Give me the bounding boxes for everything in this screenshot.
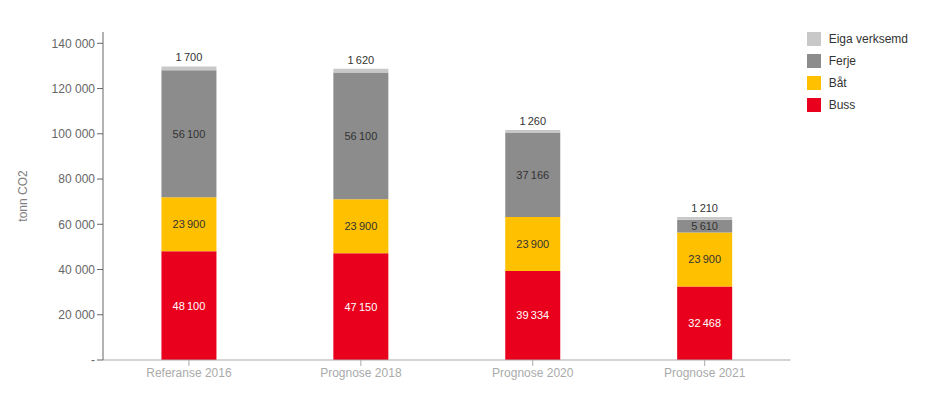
svg-text:1 620: 1 620 [348, 54, 375, 66]
svg-text:37 166: 37 166 [516, 169, 549, 181]
html-text:Ferje: Ferje [828, 54, 856, 68]
svg-text:32 468: 32 468 [688, 317, 721, 329]
svg-text:48 100: 48 100 [173, 300, 206, 312]
svg-text:23 900: 23 900 [344, 220, 377, 232]
svg-text:20 000: 20 000 [58, 308, 95, 322]
svg-text:23 900: 23 900 [688, 253, 721, 265]
svg-text:100 000: 100 000 [52, 127, 96, 141]
svg-text:39 334: 39 334 [516, 309, 549, 321]
svg-text:1 700: 1 700 [176, 51, 203, 63]
svg-text:1 210: 1 210 [691, 202, 718, 214]
svg-text:Prognose 2020: Prognose 2020 [492, 366, 574, 380]
svg-text:120 000: 120 000 [52, 82, 96, 96]
svg-text:1 260: 1 260 [519, 115, 546, 127]
html-text:Buss: Buss [828, 98, 856, 112]
svg-text:47 150: 47 150 [344, 301, 377, 313]
svg-text:23 900: 23 900 [516, 238, 549, 250]
svg-text:140 000: 140 000 [52, 37, 96, 51]
svg-text:-: - [91, 353, 95, 367]
svg-text:56 100: 56 100 [344, 130, 377, 142]
svg-text:Prognose 2018: Prognose 2018 [320, 366, 402, 380]
svg-text:5 610: 5 610 [691, 220, 718, 232]
svg-text:tonn CO2: tonn CO2 [16, 170, 30, 222]
svg-text:23 900: 23 900 [173, 218, 206, 230]
svg-text:60 000: 60 000 [58, 218, 95, 232]
svg-text:Referanse 2016: Referanse 2016 [146, 366, 232, 380]
svg-text:40 000: 40 000 [58, 263, 95, 277]
html-text:Båt: Båt [828, 76, 847, 90]
html-text:Eiga verksemd: Eiga verksemd [828, 32, 908, 46]
svg-text:80 000: 80 000 [58, 172, 95, 186]
svg-text:56 100: 56 100 [173, 128, 206, 140]
svg-text:Prognose 2021: Prognose 2021 [664, 366, 746, 380]
